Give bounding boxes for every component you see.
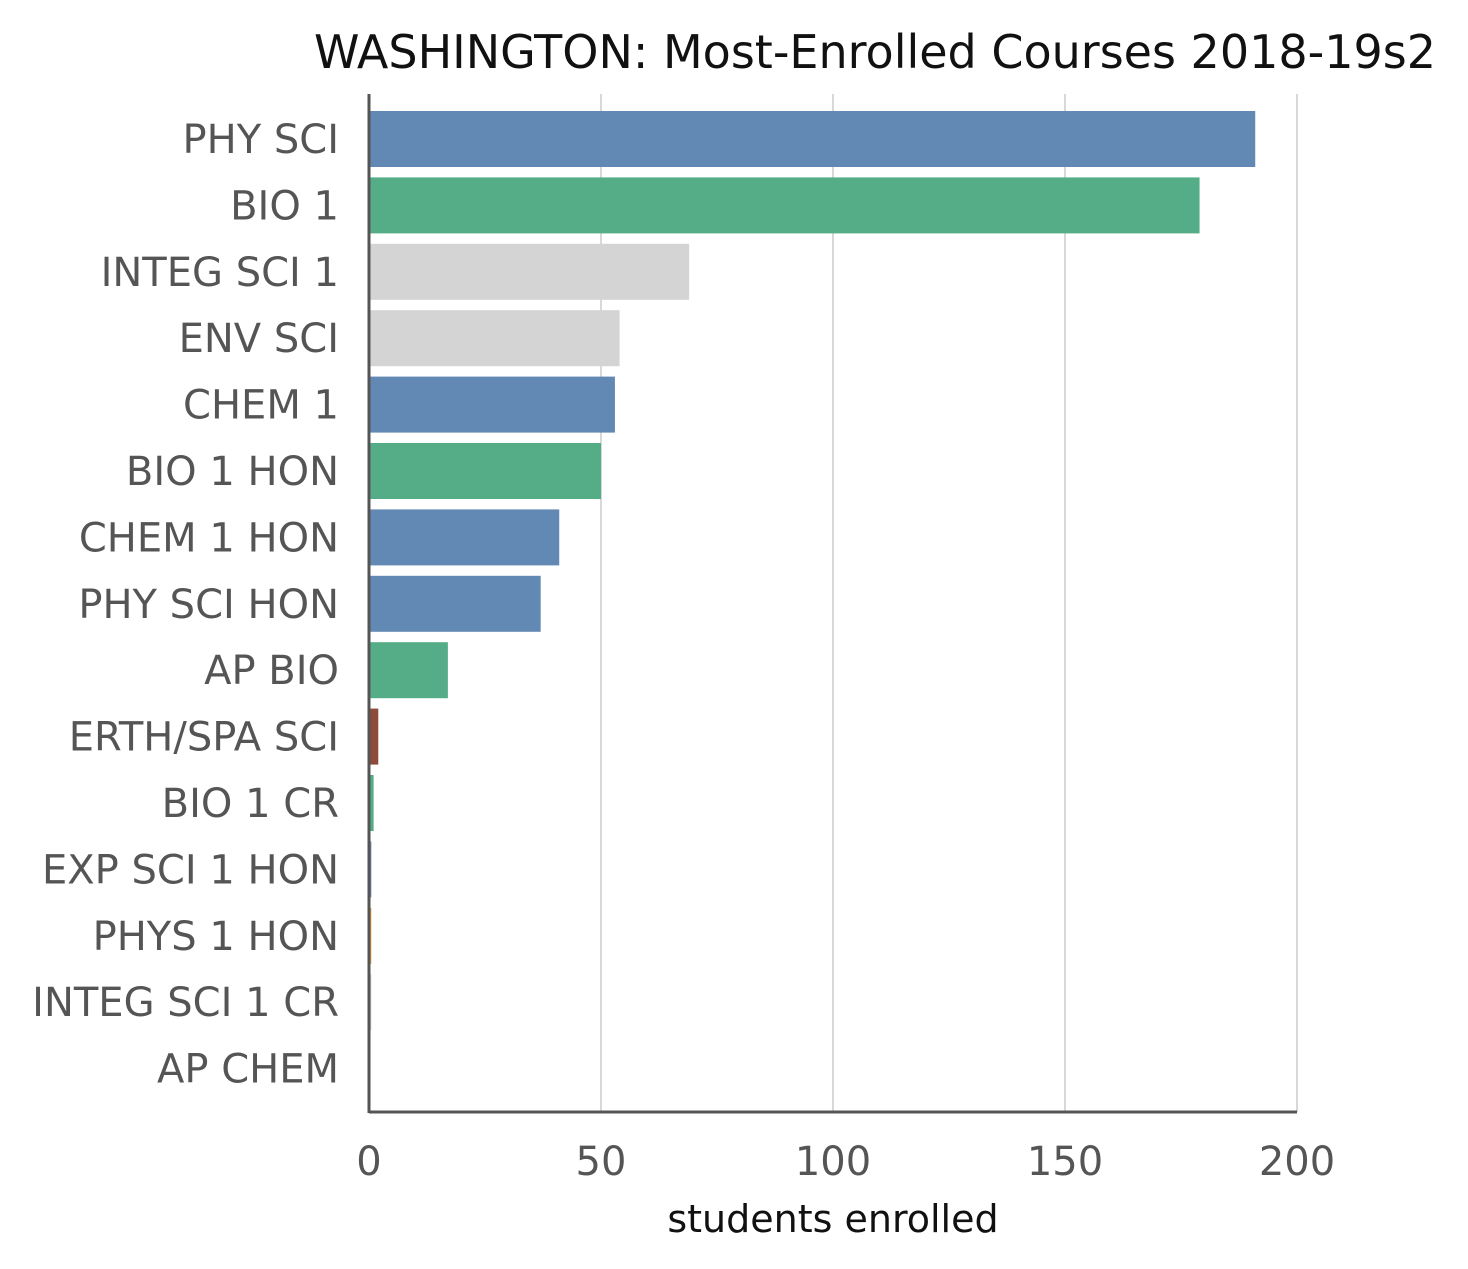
category-label: AP CHEM xyxy=(157,1047,339,1093)
bar xyxy=(369,243,690,300)
bar xyxy=(369,376,615,433)
category-labels: PHY SCI BIO 1 INTEG SCI 1 ENV SCI CHEM 1 BIO … xyxy=(32,117,339,1093)
category-label: AP BIO xyxy=(204,648,339,694)
category-label: BIO 1 HON xyxy=(126,449,339,495)
bar xyxy=(369,509,560,566)
bar xyxy=(369,310,620,367)
category-label: CHEM 1 HON xyxy=(79,515,339,561)
grid xyxy=(600,94,1298,1112)
category-label: BIO 1 xyxy=(230,183,339,229)
x-tick-label: 150 xyxy=(1027,1139,1103,1185)
bar xyxy=(369,575,541,632)
bar xyxy=(369,708,379,765)
category-label: PHY SCI xyxy=(183,117,339,163)
x-tick-labels: 0 50 100 150 200 xyxy=(356,1139,1335,1185)
bar xyxy=(369,443,601,499)
category-label: PHYS 1 HON xyxy=(93,914,339,960)
bars xyxy=(369,111,1256,1031)
category-label: ERTH/SPA SCI xyxy=(69,715,339,761)
category-label: ENV SCI xyxy=(179,316,339,362)
category-label: INTEG SCI 1 xyxy=(101,250,339,296)
category-label: BIO 1 CR xyxy=(162,781,339,827)
category-label: EXP SCI 1 HON xyxy=(42,847,339,893)
bar xyxy=(369,775,374,831)
bar xyxy=(369,177,1200,234)
x-tick-label: 50 xyxy=(576,1139,627,1185)
bar xyxy=(369,111,1256,167)
bar xyxy=(369,642,448,699)
category-label: INTEG SCI 1 CR xyxy=(32,980,339,1026)
x-tick-label: 100 xyxy=(795,1139,871,1185)
category-label: CHEM 1 xyxy=(183,383,339,429)
x-axis-title: students enrolled xyxy=(667,1197,998,1241)
x-tick-label: 200 xyxy=(1259,1139,1335,1185)
x-tick-label: 0 xyxy=(356,1139,381,1185)
category-label: PHY SCI HON xyxy=(78,582,339,628)
chart-title: WASHINGTON: Most-Enrolled Courses 2018-1… xyxy=(314,25,1436,79)
